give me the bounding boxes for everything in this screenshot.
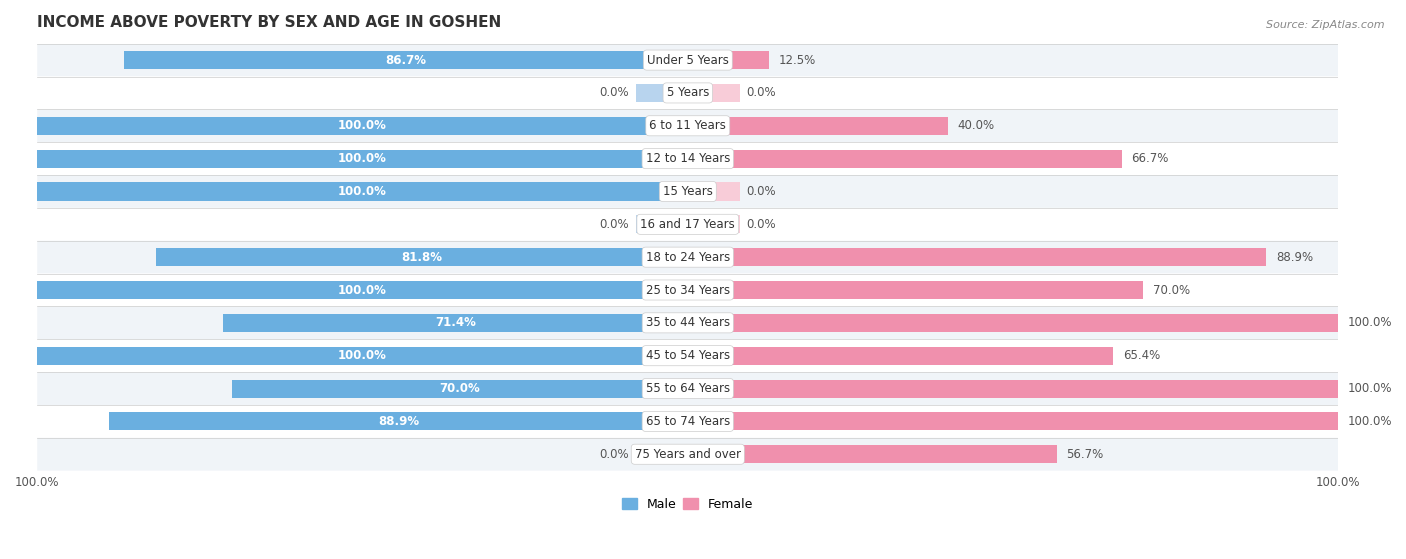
Text: 70.0%: 70.0%: [1153, 283, 1189, 296]
FancyBboxPatch shape: [37, 77, 1339, 110]
Bar: [688, 413, 1339, 430]
Bar: [224, 314, 688, 332]
FancyBboxPatch shape: [37, 142, 1339, 175]
Text: Source: ZipAtlas.com: Source: ZipAtlas.com: [1267, 20, 1385, 30]
Text: 55 to 64 Years: 55 to 64 Years: [645, 382, 730, 395]
Text: 0.0%: 0.0%: [599, 448, 630, 461]
Legend: Male, Female: Male, Female: [617, 492, 758, 515]
Bar: [688, 182, 740, 201]
Text: 100.0%: 100.0%: [337, 119, 387, 132]
Bar: [124, 51, 688, 69]
Bar: [688, 445, 1057, 463]
Bar: [688, 380, 1339, 397]
Bar: [636, 445, 688, 463]
Text: 71.4%: 71.4%: [434, 316, 477, 329]
Text: 25 to 34 Years: 25 to 34 Years: [645, 283, 730, 296]
Text: 100.0%: 100.0%: [337, 185, 387, 198]
Bar: [688, 347, 1114, 364]
Bar: [37, 347, 688, 364]
Text: 12 to 14 Years: 12 to 14 Years: [645, 152, 730, 165]
Text: 40.0%: 40.0%: [957, 119, 995, 132]
Bar: [110, 413, 688, 430]
Bar: [37, 182, 688, 201]
Bar: [688, 51, 769, 69]
Bar: [688, 117, 948, 135]
FancyBboxPatch shape: [37, 208, 1339, 241]
Text: 18 to 24 Years: 18 to 24 Years: [645, 250, 730, 264]
Text: 45 to 54 Years: 45 to 54 Years: [645, 349, 730, 362]
Text: 0.0%: 0.0%: [747, 218, 776, 231]
Bar: [37, 150, 688, 168]
Text: 0.0%: 0.0%: [599, 218, 630, 231]
Text: 70.0%: 70.0%: [440, 382, 481, 395]
Bar: [37, 117, 688, 135]
Bar: [688, 150, 1122, 168]
Text: 56.7%: 56.7%: [1066, 448, 1104, 461]
Bar: [636, 215, 688, 233]
Bar: [37, 281, 688, 299]
Text: 100.0%: 100.0%: [337, 349, 387, 362]
FancyBboxPatch shape: [37, 438, 1339, 471]
Text: 35 to 44 Years: 35 to 44 Years: [645, 316, 730, 329]
Text: 0.0%: 0.0%: [747, 87, 776, 100]
Bar: [688, 314, 1339, 332]
Text: 88.9%: 88.9%: [1275, 250, 1313, 264]
Text: 81.8%: 81.8%: [401, 250, 443, 264]
Bar: [156, 248, 688, 266]
FancyBboxPatch shape: [37, 175, 1339, 208]
Text: INCOME ABOVE POVERTY BY SEX AND AGE IN GOSHEN: INCOME ABOVE POVERTY BY SEX AND AGE IN G…: [37, 15, 502, 30]
Bar: [636, 84, 688, 102]
Text: 88.9%: 88.9%: [378, 415, 419, 428]
Text: 16 and 17 Years: 16 and 17 Years: [640, 218, 735, 231]
Text: 100.0%: 100.0%: [1348, 415, 1392, 428]
Text: 0.0%: 0.0%: [747, 185, 776, 198]
Text: 100.0%: 100.0%: [1348, 316, 1392, 329]
Text: 15 Years: 15 Years: [662, 185, 713, 198]
Text: Under 5 Years: Under 5 Years: [647, 54, 728, 67]
Text: 6 to 11 Years: 6 to 11 Years: [650, 119, 727, 132]
FancyBboxPatch shape: [37, 110, 1339, 142]
FancyBboxPatch shape: [37, 372, 1339, 405]
Bar: [688, 248, 1267, 266]
Text: 65 to 74 Years: 65 to 74 Years: [645, 415, 730, 428]
Text: 0.0%: 0.0%: [599, 87, 630, 100]
Bar: [688, 84, 740, 102]
FancyBboxPatch shape: [37, 405, 1339, 438]
FancyBboxPatch shape: [37, 339, 1339, 372]
Bar: [688, 215, 740, 233]
Text: 86.7%: 86.7%: [385, 54, 426, 67]
Text: 12.5%: 12.5%: [779, 54, 815, 67]
Text: 65.4%: 65.4%: [1123, 349, 1160, 362]
FancyBboxPatch shape: [37, 44, 1339, 77]
Text: 100.0%: 100.0%: [337, 152, 387, 165]
Text: 100.0%: 100.0%: [337, 283, 387, 296]
Text: 100.0%: 100.0%: [1348, 382, 1392, 395]
Text: 75 Years and over: 75 Years and over: [634, 448, 741, 461]
Bar: [232, 380, 688, 397]
FancyBboxPatch shape: [37, 273, 1339, 306]
Bar: [688, 281, 1143, 299]
FancyBboxPatch shape: [37, 241, 1339, 273]
FancyBboxPatch shape: [37, 306, 1339, 339]
Text: 66.7%: 66.7%: [1132, 152, 1168, 165]
Text: 5 Years: 5 Years: [666, 87, 709, 100]
